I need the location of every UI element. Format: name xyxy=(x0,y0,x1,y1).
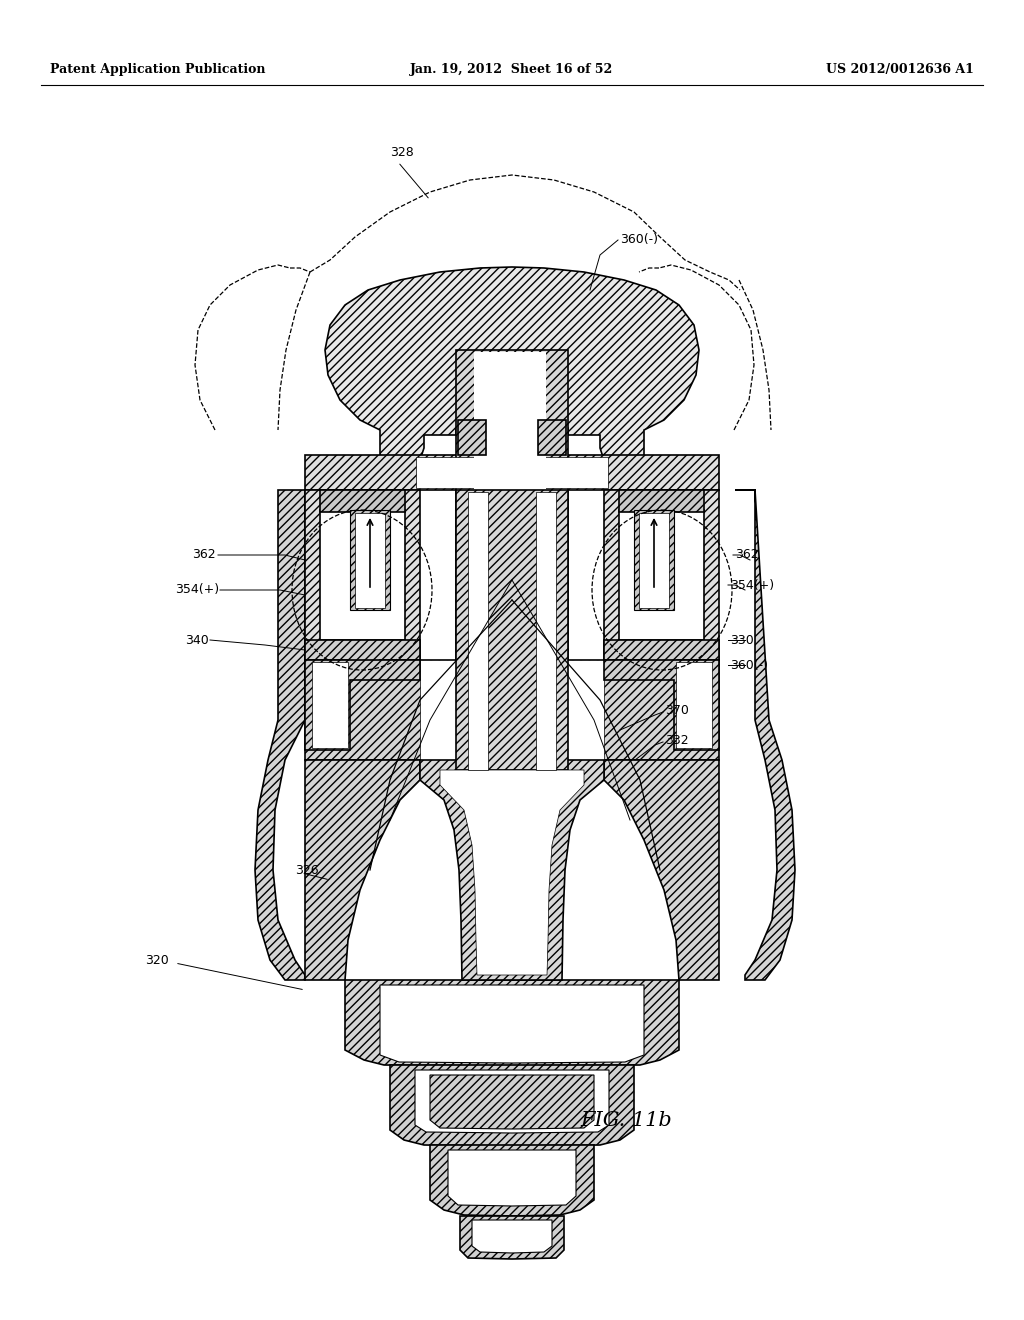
Text: 326: 326 xyxy=(295,863,318,876)
Polygon shape xyxy=(735,490,795,979)
Text: Patent Application Publication: Patent Application Publication xyxy=(50,63,265,77)
Bar xyxy=(468,492,488,770)
Polygon shape xyxy=(380,985,644,1063)
Bar xyxy=(319,490,406,512)
Polygon shape xyxy=(472,1220,552,1253)
Polygon shape xyxy=(305,455,719,490)
Polygon shape xyxy=(430,1074,594,1129)
Text: FIG. 11b: FIG. 11b xyxy=(580,1110,672,1130)
Polygon shape xyxy=(305,640,420,671)
Polygon shape xyxy=(618,510,705,640)
Polygon shape xyxy=(345,979,679,1067)
Polygon shape xyxy=(325,267,699,465)
Bar xyxy=(639,513,669,609)
Polygon shape xyxy=(449,1150,575,1206)
Text: 330: 330 xyxy=(730,634,754,647)
Polygon shape xyxy=(604,660,719,750)
Text: US 2012/0012636 A1: US 2012/0012636 A1 xyxy=(826,63,974,77)
Polygon shape xyxy=(305,660,420,750)
Bar xyxy=(618,490,705,512)
Text: Jan. 19, 2012  Sheet 16 of 52: Jan. 19, 2012 Sheet 16 of 52 xyxy=(411,63,613,77)
Text: 370: 370 xyxy=(665,704,689,717)
Polygon shape xyxy=(460,1216,564,1259)
Polygon shape xyxy=(319,510,406,640)
Polygon shape xyxy=(390,1065,634,1146)
Polygon shape xyxy=(430,1144,594,1216)
Bar xyxy=(536,492,556,770)
Text: 360(-): 360(-) xyxy=(620,234,658,247)
Polygon shape xyxy=(305,660,719,760)
Polygon shape xyxy=(415,1071,609,1133)
Bar xyxy=(538,420,566,455)
Polygon shape xyxy=(474,352,546,601)
Polygon shape xyxy=(312,663,348,748)
Polygon shape xyxy=(420,760,604,979)
Text: 320: 320 xyxy=(145,953,169,966)
Text: 362: 362 xyxy=(193,549,216,561)
Polygon shape xyxy=(604,640,719,671)
Polygon shape xyxy=(440,770,584,975)
Bar xyxy=(350,510,390,610)
Polygon shape xyxy=(456,350,568,660)
Text: 354(+): 354(+) xyxy=(730,578,774,591)
Polygon shape xyxy=(456,490,568,770)
Bar xyxy=(458,420,486,455)
Polygon shape xyxy=(255,490,305,979)
Polygon shape xyxy=(676,663,712,748)
Polygon shape xyxy=(305,490,420,660)
Polygon shape xyxy=(604,490,719,660)
Text: 360(-): 360(-) xyxy=(730,659,768,672)
Text: 354(+): 354(+) xyxy=(175,583,219,597)
Text: 332: 332 xyxy=(665,734,688,747)
Polygon shape xyxy=(416,457,608,488)
Bar xyxy=(355,513,385,609)
Text: 362: 362 xyxy=(735,549,759,561)
Polygon shape xyxy=(420,660,604,760)
Polygon shape xyxy=(305,760,420,979)
Bar xyxy=(634,510,674,610)
Text: 340: 340 xyxy=(185,634,209,647)
Text: 328: 328 xyxy=(390,145,414,158)
Polygon shape xyxy=(604,760,719,979)
